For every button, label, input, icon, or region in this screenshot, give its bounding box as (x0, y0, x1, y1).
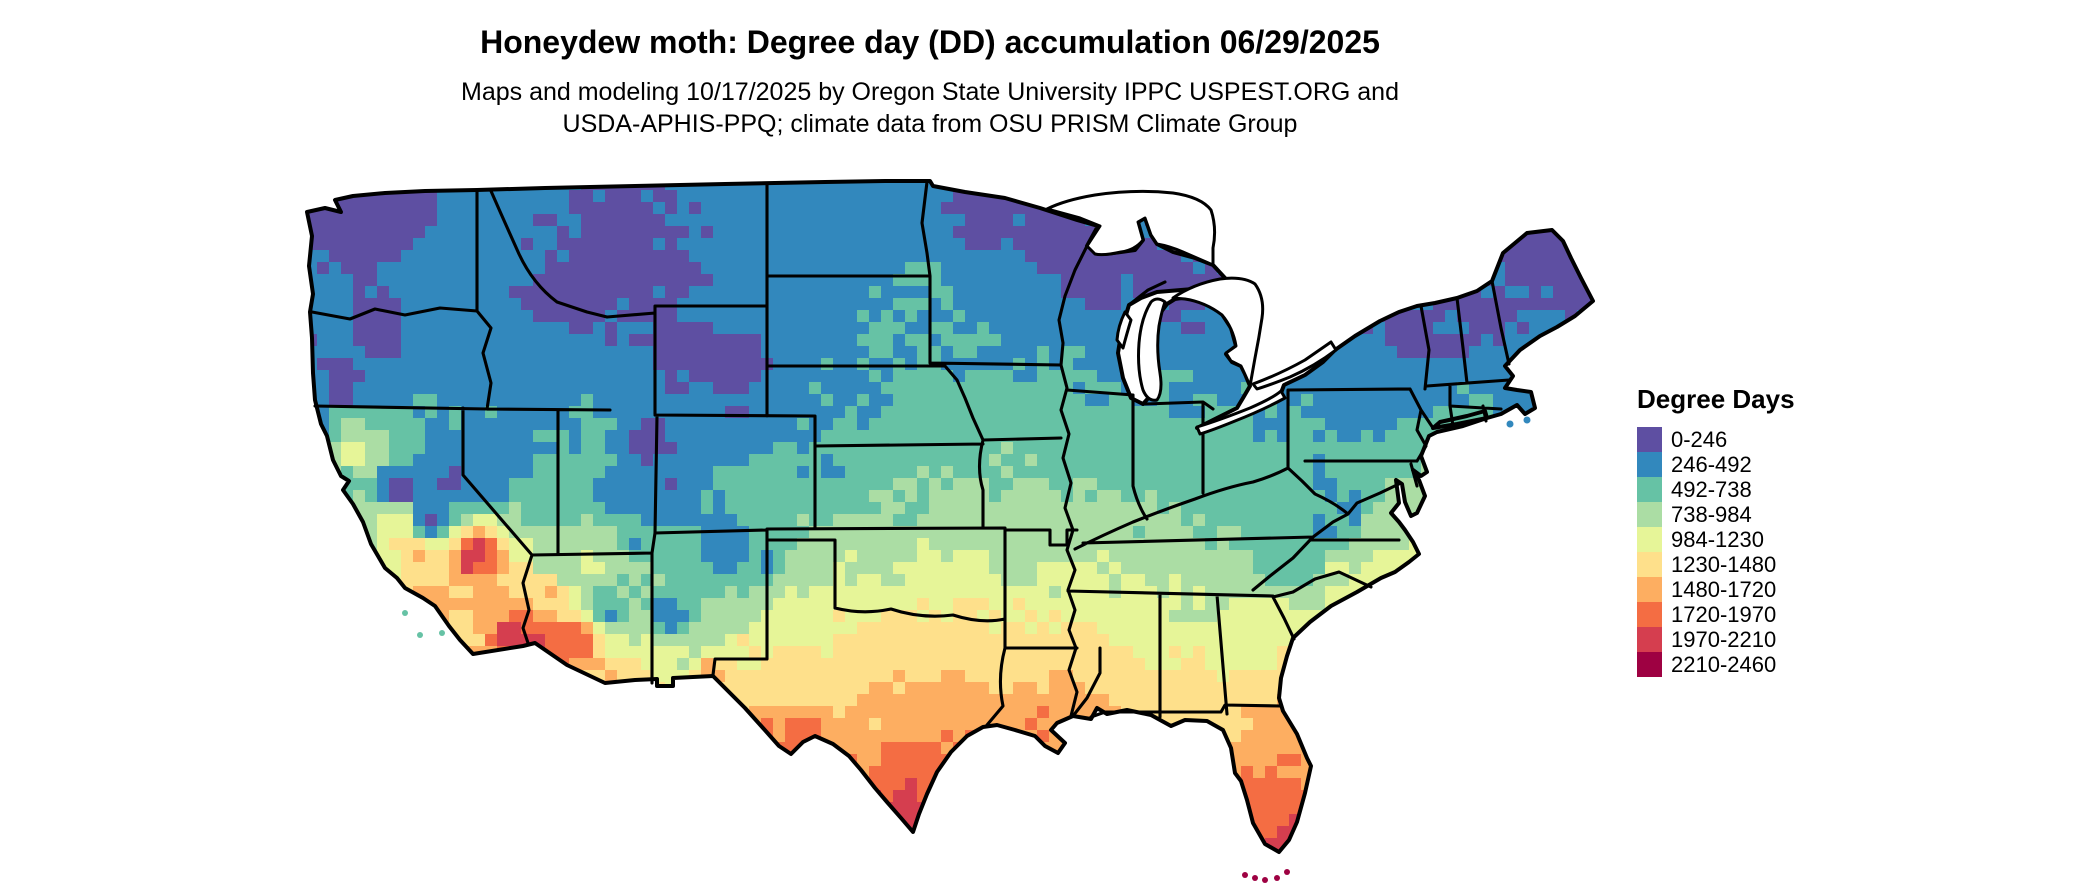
lake-superior (1045, 189, 1217, 267)
subtitle-line-1: Maps and modeling 10/17/2025 by Oregon S… (461, 78, 1399, 106)
lake-ontario (1251, 340, 1338, 391)
degree-day-raster (307, 181, 1593, 852)
florida-keys-dot (1252, 875, 1258, 881)
legend-title: Degree Days (1637, 384, 1795, 414)
lake-michigan (1137, 297, 1167, 402)
nantucket-dot (1523, 416, 1531, 424)
map-subtitle: Maps and modeling 10/17/2025 by Oregon S… (0, 76, 1860, 140)
subtitle-line-2: USDA-APHIS-PPQ; climate data from OSU PR… (562, 110, 1298, 138)
channel-island-dot (402, 610, 408, 616)
legend-label: 0-246 (1671, 427, 1728, 452)
title-block: Honeydew moth: Degree day (DD) accumulat… (0, 22, 1860, 140)
state-borders (310, 180, 1511, 727)
legend-swatch (1637, 477, 1662, 502)
legend-swatch (1637, 427, 1662, 452)
channel-island-dot (439, 630, 445, 636)
legend-rows: 0-246 246-492 492-738 738-984 984-1230 1230-1… (1637, 427, 1795, 677)
great-lakes (1045, 189, 1338, 436)
florida-keys-dot (1284, 869, 1290, 875)
legend-label: 1720-1970 (1671, 602, 1777, 627)
legend-swatch (1637, 577, 1662, 602)
legend-row: 492-738 (1637, 477, 1795, 502)
legend-row: 738-984 (1637, 502, 1795, 527)
green-bay (1115, 310, 1133, 350)
legend-row: 984-1230 (1637, 527, 1795, 552)
florida-keys-dot (1242, 872, 1248, 878)
legend-label: 1480-1720 (1671, 577, 1777, 602)
lake-huron (1171, 276, 1265, 388)
marthas-vineyard-dot (1506, 420, 1514, 428)
legend-row: 1720-1970 (1637, 602, 1795, 627)
legend-label: 1970-2210 (1671, 627, 1777, 652)
legend-label: 984-1230 (1671, 527, 1764, 552)
legend-swatch (1637, 602, 1662, 627)
channel-island-dot (417, 632, 423, 638)
legend-swatch (1637, 527, 1662, 552)
legend-label: 1230-1480 (1671, 552, 1777, 577)
legend: Degree Days 0-246 246-492 492-738 738-984 98… (1637, 384, 1795, 677)
legend-label: 246-492 (1671, 452, 1752, 477)
legend-row: 1480-1720 (1637, 577, 1795, 602)
legend-label: 738-984 (1671, 502, 1752, 527)
legend-swatch (1637, 627, 1662, 652)
us-degree-day-map (305, 179, 1595, 883)
legend-swatch (1637, 502, 1662, 527)
legend-label: 492-738 (1671, 477, 1752, 502)
map-title: Honeydew moth: Degree day (DD) accumulat… (480, 24, 1380, 60)
legend-row: 246-492 (1637, 452, 1795, 477)
legend-row: 1970-2210 (1637, 627, 1795, 652)
legend-row: 0-246 (1637, 427, 1795, 452)
legend-label: 2210-2460 (1671, 652, 1777, 677)
legend-swatch (1637, 452, 1662, 477)
lake-erie (1195, 389, 1287, 436)
legend-row: 1230-1480 (1637, 552, 1795, 577)
legend-swatch (1637, 652, 1662, 677)
legend-row: 2210-2460 (1637, 652, 1795, 677)
florida-keys-dot (1274, 875, 1280, 881)
legend-swatch (1637, 552, 1662, 577)
islands-and-keys (402, 416, 1531, 883)
florida-keys-dot (1262, 877, 1268, 883)
